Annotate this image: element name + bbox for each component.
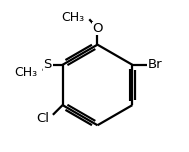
Text: Br: Br xyxy=(148,58,163,71)
Text: Cl: Cl xyxy=(36,112,49,125)
Text: S: S xyxy=(43,58,52,71)
Text: O: O xyxy=(92,22,103,35)
Text: CH₃: CH₃ xyxy=(14,66,37,79)
Text: CH₃: CH₃ xyxy=(61,11,84,24)
